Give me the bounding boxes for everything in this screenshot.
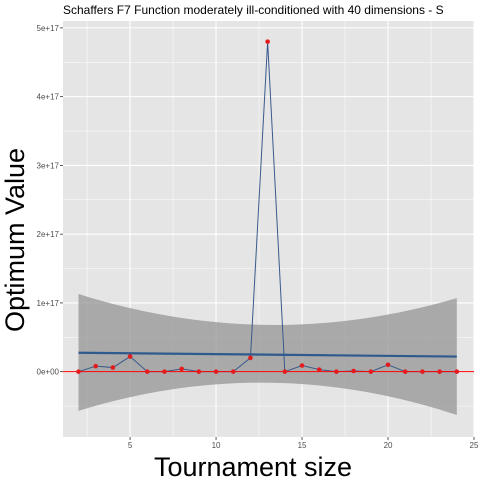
data-point — [402, 369, 408, 374]
data-point — [334, 369, 339, 374]
y-axis-ticks: 0e+00 1e+17 2e+17 3e+17 4e+17 5e+17 — [37, 24, 63, 377]
data-point — [368, 369, 374, 374]
data-point — [420, 369, 425, 374]
x-axis-ticks: 5 10 15 20 25 — [128, 437, 479, 450]
y-tick-label: 4e+17 — [37, 93, 60, 102]
x-tick-label: 5 — [128, 441, 133, 450]
data-point — [213, 369, 219, 374]
data-point — [385, 362, 391, 368]
data-points — [76, 39, 460, 374]
x-tick-label: 15 — [298, 441, 307, 450]
data-point — [196, 369, 202, 374]
data-point — [351, 368, 356, 374]
y-tick-label: 0e+00 — [37, 368, 60, 377]
data-point — [299, 363, 305, 368]
y-tick-label: 3e+17 — [37, 161, 60, 170]
y-tick-label: 1e+17 — [37, 299, 60, 308]
data-point — [110, 365, 116, 370]
data-point — [76, 369, 81, 374]
y-tick-label: 2e+17 — [37, 230, 60, 239]
chart-title: Schaffers F7 Function moderately ill-con… — [63, 3, 444, 17]
data-point — [230, 369, 236, 374]
data-point — [265, 39, 270, 44]
data-point — [144, 369, 150, 374]
data-point — [248, 355, 253, 361]
x-tick-label: 25 — [470, 441, 479, 450]
data-point — [162, 369, 167, 374]
y-axis-title: Optimum Value — [0, 148, 30, 332]
x-tick-label: 20 — [384, 441, 393, 450]
data-point — [127, 354, 133, 359]
data-point — [316, 367, 322, 372]
data-point — [437, 369, 442, 374]
data-point — [93, 363, 98, 369]
data-point — [454, 369, 460, 374]
trend-line-group — [78, 351, 457, 358]
x-tick-label: 10 — [212, 441, 221, 450]
trend-line — [78, 351, 457, 358]
data-point — [282, 369, 288, 374]
x-axis-title: Tournament size — [154, 452, 352, 480]
data-point — [179, 366, 184, 372]
y-tick-label: 5e+17 — [37, 24, 60, 33]
